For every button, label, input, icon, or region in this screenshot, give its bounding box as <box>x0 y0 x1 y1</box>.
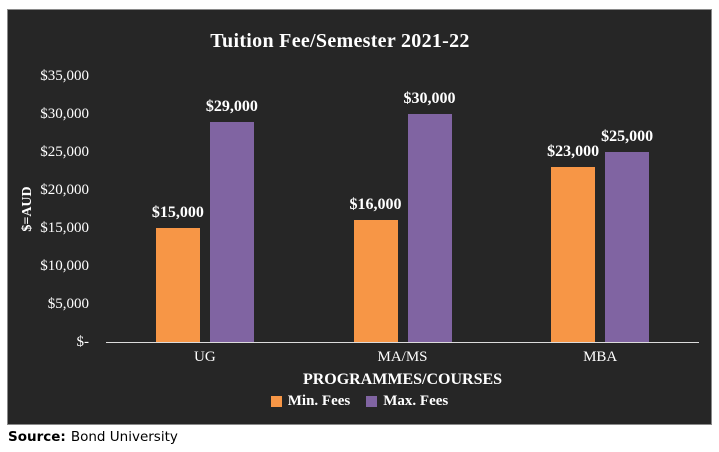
data-label-min-fees-ug: $15,000 <box>151 204 204 221</box>
y-tick-25-000: $25,000 <box>40 144 89 160</box>
data-label-max-fees-ug: $29,000 <box>205 98 258 115</box>
data-label-min-fees-mba: $23,000 <box>547 143 600 160</box>
y-tick-: $- <box>76 334 90 350</box>
source-text: Bond University <box>70 429 178 445</box>
y-tick-10-000: $10,000 <box>40 258 89 274</box>
x-axis-title: PROGRAMMES/COURSES <box>302 371 503 388</box>
data-label-min-fees-ma-ms: $16,000 <box>349 196 402 213</box>
legend-label-min-fees: Min. Fees <box>287 393 351 409</box>
bar-max-fees-ma-ms <box>407 114 452 342</box>
bar-max-fees-mba <box>605 152 650 342</box>
legend-swatch-max-fees <box>366 396 378 407</box>
y-tick-15-000: $15,000 <box>40 220 89 236</box>
bar-max-fees-ug <box>209 122 254 342</box>
chart-title: Tuition Fee/Semester 2021-22 <box>210 30 470 52</box>
bar-min-fees-ug <box>155 228 200 342</box>
source-label: Source: <box>8 429 66 445</box>
x-category-ma-ms: MA/MS <box>377 349 428 365</box>
legend-item-max-fees: Max. Fees <box>366 393 448 410</box>
y-tick-35-000: $35,000 <box>40 68 89 84</box>
plot-area <box>106 76 699 343</box>
x-category-mba: MBA <box>583 349 618 365</box>
legend: Min. Fees Max. Fees <box>8 393 711 410</box>
legend-swatch-min-fees <box>270 396 282 407</box>
bar-min-fees-mba <box>551 167 596 342</box>
data-label-max-fees-mba: $25,000 <box>601 128 654 145</box>
bar-min-fees-ma-ms <box>353 220 398 342</box>
y-tick-5-000: $5,000 <box>47 296 89 312</box>
chart-area: Tuition Fee/Semester 2021-22 $=AUD PROGR… <box>7 9 712 425</box>
y-tick-30-000: $30,000 <box>40 106 89 122</box>
y-tick-20-000: $20,000 <box>40 182 89 198</box>
x-category-ug: UG <box>193 349 216 365</box>
source-line: Source: Bond University <box>8 429 178 445</box>
legend-label-max-fees: Max. Fees <box>383 393 449 409</box>
legend-item-min-fees: Min. Fees <box>270 393 351 410</box>
data-label-max-fees-ma-ms: $30,000 <box>403 90 456 107</box>
